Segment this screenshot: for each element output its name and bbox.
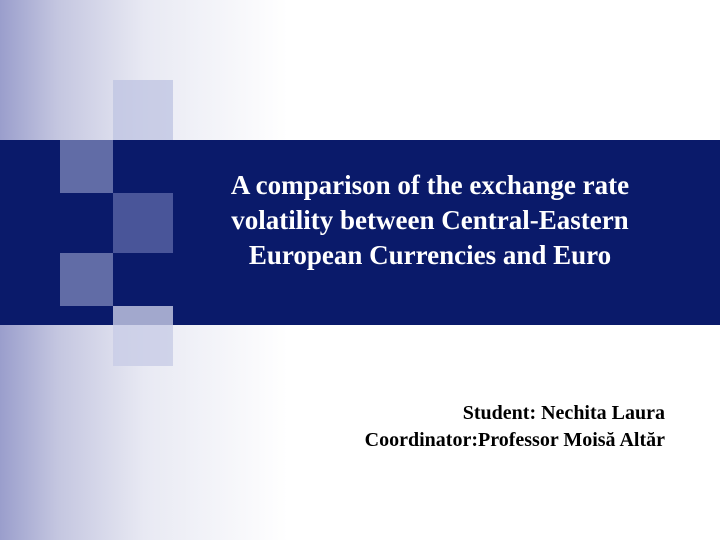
decor-square-3	[113, 193, 173, 253]
student-line: Student: Nechita Laura	[365, 400, 665, 427]
decor-square-1	[113, 80, 173, 140]
slide-title: A comparison of the exchange rate volati…	[195, 168, 665, 273]
decor-square-2	[60, 140, 113, 193]
decor-square-5	[113, 306, 173, 366]
author-block: Student: Nechita Laura Coordinator:Profe…	[365, 400, 665, 454]
decor-square-4	[60, 253, 113, 306]
coordinator-line: Coordinator:Professor Moisă Altăr	[365, 427, 665, 454]
